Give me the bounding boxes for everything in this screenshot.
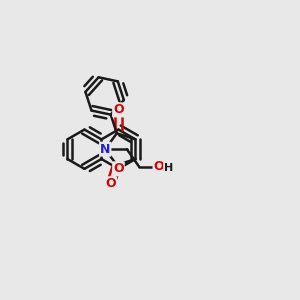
Text: O: O (105, 177, 116, 190)
Text: O: O (154, 160, 164, 173)
Text: H: H (164, 163, 173, 173)
Text: O: O (113, 162, 124, 175)
Text: O: O (113, 103, 124, 116)
Text: N: N (100, 143, 110, 156)
